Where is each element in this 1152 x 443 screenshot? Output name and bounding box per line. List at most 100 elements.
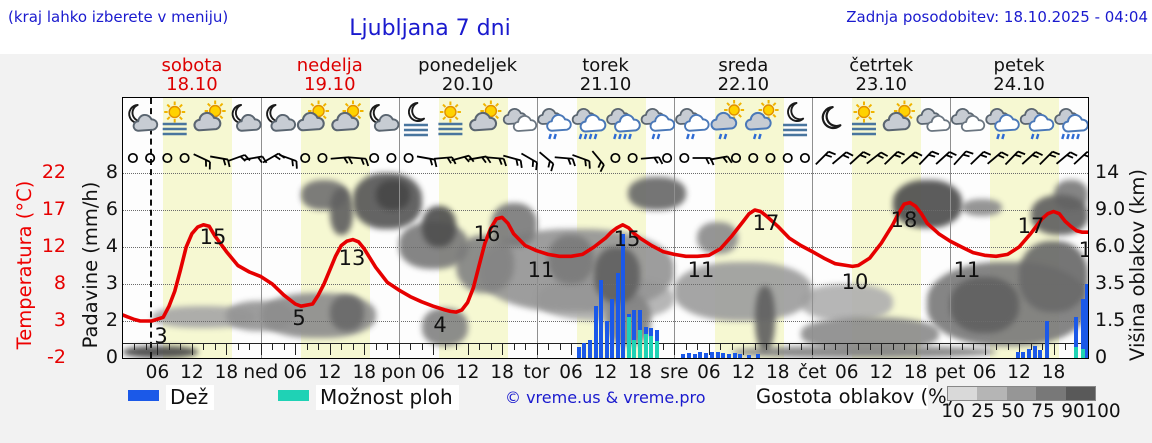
calm-wind-icon: [162, 152, 173, 164]
x-axis-tick: [145, 344, 147, 350]
moon-cloud-icon: [128, 104, 159, 132]
calm-wind-icon: [662, 152, 673, 164]
x-axis-tick: [743, 344, 745, 355]
shower-bar: [648, 335, 653, 358]
shower-bar: [637, 330, 642, 358]
day-date: 22.10: [717, 74, 770, 95]
day-header: petek 24.10: [950, 56, 1088, 94]
wind-barb-icon: [640, 156, 664, 165]
x-axis-tick: [685, 344, 687, 350]
cloud-density-legend-label: Gostota oblakov (%): [756, 385, 955, 409]
rain-bar: [732, 353, 737, 358]
calm-wind-icon: [179, 152, 190, 164]
x-axis-tick: [674, 344, 676, 355]
x-axis-tick: [157, 344, 159, 355]
cloud-blob: [674, 261, 813, 321]
temperature-value-label: 16: [473, 222, 501, 246]
precipitation-tick-label: 3: [105, 272, 118, 294]
x-hour-label: 12: [455, 362, 480, 383]
x-axis-tick: [961, 344, 963, 350]
x-axis-tick: [249, 344, 251, 350]
wind-barb-icon: [347, 156, 370, 167]
rain-bar: [1073, 317, 1078, 358]
rain-bar: [582, 343, 587, 358]
x-axis-tick: [283, 344, 285, 350]
clouds-rain-icon: [1054, 108, 1088, 140]
clouds-rain-icon: [606, 108, 641, 140]
x-axis-tick: [421, 344, 423, 350]
x-hour-label: 12: [593, 362, 618, 383]
x-axis-tick: [444, 344, 446, 350]
calm-wind-icon: [730, 152, 742, 164]
x-axis-tick: [479, 344, 481, 350]
temperature-value-label: 11: [527, 258, 555, 282]
sun-cloud-drizzle-icon: [710, 100, 745, 140]
x-hour-label: 06: [283, 362, 308, 383]
day-header: nedelja 19.10: [261, 56, 399, 94]
shower-bar: [627, 317, 632, 358]
wind-barb-icon: [416, 155, 438, 168]
rain-bar: [632, 309, 637, 358]
sun-cloud-icon: [331, 100, 364, 132]
moon-cloud-icon: [369, 104, 400, 132]
wind-barb-icon: [1021, 151, 1043, 165]
icons-and-wind-row: [127, 100, 1088, 173]
x-axis-tick: [938, 344, 940, 350]
x-axis-tick: [433, 344, 435, 355]
x-day-abbrev-label: sre: [660, 362, 689, 383]
rain-bar: [1038, 349, 1043, 358]
clouds-drizzle-icon: [675, 108, 710, 140]
rain-bar: [1045, 321, 1050, 358]
wind-barb-icon: [591, 150, 605, 173]
x-day-abbrev-label: tor: [523, 362, 550, 383]
temperature-value-label: 4: [433, 313, 447, 337]
calm-wind-icon: [782, 152, 793, 164]
sun-cloud-drizzle-icon: [744, 100, 779, 140]
x-hour-label: 12: [180, 362, 204, 383]
x-axis-tick: [1019, 344, 1021, 355]
clouds-icon: [502, 108, 538, 132]
moon-fog-icon: [403, 102, 428, 137]
copyright-link[interactable]: © vreme.us & vreme.pro: [505, 388, 706, 407]
day-date: 19.10: [304, 74, 356, 95]
day-name: sreda: [718, 55, 769, 76]
density-swatch: [977, 387, 1007, 400]
x-axis-tick: [950, 344, 952, 355]
x-axis-tick: [973, 344, 975, 350]
x-axis-tick: [272, 344, 274, 350]
day-name: petek: [993, 55, 1045, 76]
temperature-value-label: 17: [1017, 214, 1045, 238]
horizontal-gridline: [123, 284, 1088, 285]
cloud-blob: [754, 285, 775, 351]
sun-cloud-icon: [469, 100, 502, 132]
day-date: 18.10: [166, 74, 218, 95]
calm-wind-icon: [627, 152, 638, 164]
day-date: 23.10: [855, 74, 907, 95]
current-time-line: [149, 98, 152, 358]
x-axis-tick: [754, 344, 756, 350]
sun-fog-icon: [851, 101, 876, 136]
rain-bar: [1033, 345, 1038, 358]
x-hour-label: 06: [697, 362, 721, 383]
x-axis-tick: [823, 344, 825, 350]
x-axis-tick: [835, 344, 837, 350]
x-axis-tick: [456, 344, 458, 350]
day-header: sreda 22.10: [674, 56, 812, 94]
rain-bar: [1021, 351, 1026, 358]
x-axis-tick: [720, 344, 722, 350]
x-axis-tick: [766, 344, 768, 350]
rain-bar: [594, 306, 599, 358]
x-axis-tick: [662, 344, 664, 350]
x-axis-tick: [513, 344, 515, 350]
rain-bar: [1085, 284, 1088, 358]
day-separator-line: [812, 98, 814, 358]
rain-bar: [621, 234, 626, 358]
day-name: torek: [582, 55, 629, 76]
x-axis-tick: [869, 344, 871, 350]
x-axis-tick: [559, 344, 561, 350]
temperature-value-label: 10: [841, 270, 869, 294]
x-hour-label: 18: [903, 362, 928, 383]
cloud-blob: [731, 345, 997, 358]
x-axis-tick: [341, 344, 343, 350]
x-axis-tick: [387, 344, 389, 350]
